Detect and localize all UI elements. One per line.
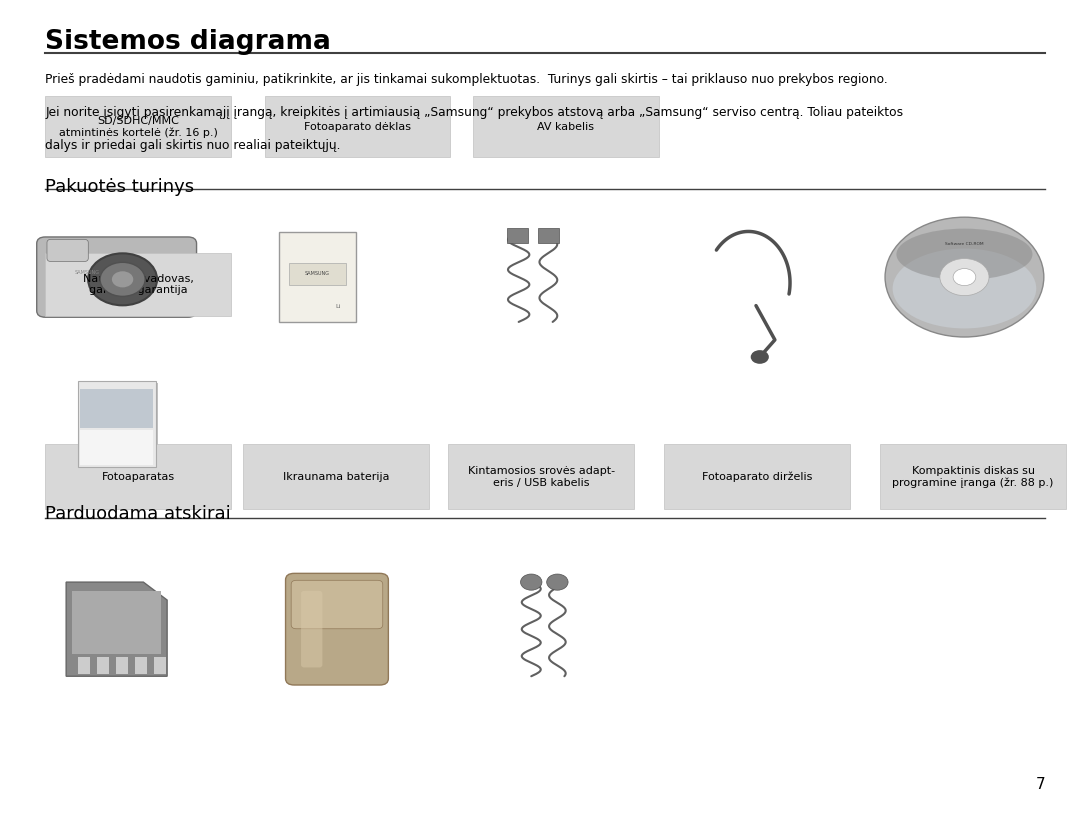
Circle shape (546, 574, 568, 590)
FancyBboxPatch shape (301, 591, 322, 667)
Text: SAMSUNG: SAMSUNG (75, 270, 99, 275)
FancyBboxPatch shape (80, 383, 158, 468)
Text: Pakuotės turinys: Pakuotės turinys (45, 178, 194, 196)
Text: Software CD-ROM: Software CD-ROM (945, 242, 984, 246)
Circle shape (521, 574, 542, 590)
FancyBboxPatch shape (48, 240, 89, 262)
Text: Naudotojo vadovas,
gaminio garantija: Naudotojo vadovas, gaminio garantija (83, 274, 193, 295)
Text: SAMSUNG: SAMSUNG (305, 271, 330, 276)
Text: Fotoaparatas: Fotoaparatas (102, 472, 175, 482)
FancyBboxPatch shape (116, 657, 127, 674)
FancyBboxPatch shape (664, 444, 850, 509)
Text: 7: 7 (1036, 778, 1045, 792)
FancyBboxPatch shape (473, 96, 659, 157)
FancyBboxPatch shape (78, 657, 90, 674)
Text: Fotoaparato dirželis: Fotoaparato dirželis (702, 472, 812, 482)
FancyBboxPatch shape (37, 237, 197, 317)
Text: Li: Li (336, 304, 341, 309)
FancyBboxPatch shape (265, 96, 450, 157)
FancyBboxPatch shape (45, 444, 231, 509)
Ellipse shape (886, 217, 1044, 337)
Text: Fotoaparato dėklas: Fotoaparato dėklas (303, 121, 411, 132)
Circle shape (89, 253, 157, 306)
FancyBboxPatch shape (154, 657, 166, 674)
FancyBboxPatch shape (135, 657, 147, 674)
FancyBboxPatch shape (538, 227, 559, 244)
Circle shape (751, 350, 769, 363)
Ellipse shape (940, 258, 989, 296)
FancyBboxPatch shape (243, 444, 429, 509)
Ellipse shape (954, 269, 976, 286)
Circle shape (112, 271, 133, 288)
FancyBboxPatch shape (289, 263, 346, 285)
Polygon shape (66, 582, 167, 676)
FancyBboxPatch shape (72, 591, 161, 654)
Text: Ikraunama baterija: Ikraunama baterija (283, 472, 389, 482)
FancyBboxPatch shape (285, 574, 389, 685)
Ellipse shape (892, 249, 1037, 328)
FancyBboxPatch shape (292, 580, 382, 629)
FancyBboxPatch shape (78, 381, 156, 466)
FancyBboxPatch shape (45, 253, 231, 316)
Text: AV kabelis: AV kabelis (538, 121, 594, 132)
Text: Jei norite įsigyti pasirenkamąjį įrangą, kreipkitės į artimiausią „Samsung“ prek: Jei norite įsigyti pasirenkamąjį įrangą,… (45, 106, 904, 119)
FancyBboxPatch shape (448, 444, 634, 509)
Text: Kintamosios srovės adapt-
eris / USB kabelis: Kintamosios srovės adapt- eris / USB kab… (468, 466, 615, 487)
Text: Prieš pradėdami naudotis gaminiu, patikrinkite, ar jis tinkamai sukomplektuotas.: Prieš pradėdami naudotis gaminiu, patikr… (45, 73, 888, 86)
Ellipse shape (896, 228, 1032, 280)
FancyBboxPatch shape (880, 444, 1066, 509)
Text: dalys ir priedai gali skirtis nuo realiai pateiktųjų.: dalys ir priedai gali skirtis nuo realia… (45, 139, 341, 152)
FancyBboxPatch shape (507, 227, 528, 244)
FancyBboxPatch shape (279, 232, 356, 322)
Text: SD/SDHC/MMC
atmintinės kortelė (žr. 16 p.): SD/SDHC/MMC atmintinės kortelė (žr. 16 p… (58, 116, 218, 138)
FancyBboxPatch shape (97, 657, 109, 674)
Text: Kompaktinis diskas su
programine įranga (žr. 88 p.): Kompaktinis diskas su programine įranga … (892, 465, 1054, 488)
FancyBboxPatch shape (80, 390, 153, 428)
FancyBboxPatch shape (45, 96, 231, 157)
Circle shape (100, 262, 145, 297)
Text: Sistemos diagrama: Sistemos diagrama (45, 29, 332, 55)
Text: Parduodama atskirai: Parduodama atskirai (45, 505, 231, 523)
FancyBboxPatch shape (80, 430, 153, 465)
